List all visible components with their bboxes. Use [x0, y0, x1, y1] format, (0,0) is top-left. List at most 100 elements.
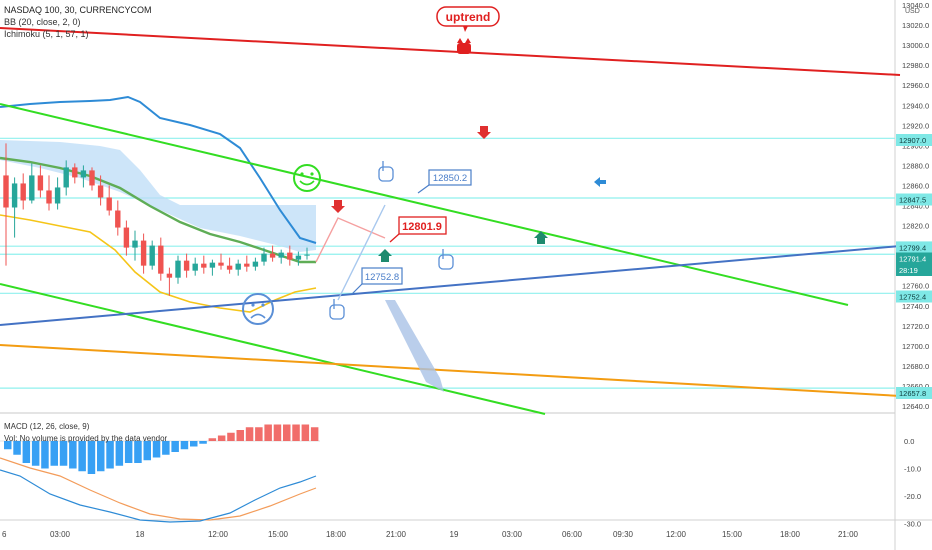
macd-histogram-bar	[283, 424, 291, 441]
candle-body	[20, 183, 26, 201]
candle-body	[106, 197, 112, 211]
price-tick-label: 13040.0	[902, 1, 929, 10]
drawings: uptrend 12850.2 12801.9 12752.8	[242, 6, 606, 392]
price-tick-label: 12820.0	[902, 222, 929, 231]
hand-pointer-icon	[438, 254, 454, 270]
macd-histogram-bar	[217, 435, 226, 441]
currency-label: USD	[905, 8, 920, 15]
time-tick-label: 15:00	[722, 530, 743, 539]
price-tick-label: 12920.0	[902, 121, 929, 130]
time-tick-label: 12:00	[208, 530, 229, 539]
candle-body	[226, 265, 233, 270]
time-tick-label: 03:00	[50, 530, 71, 539]
uptrend-note-text: uptrend	[446, 10, 491, 24]
macd-panel: 0.0 -10.0 -20.0 -30.0	[0, 424, 921, 529]
time-tick-label: 6	[2, 530, 7, 539]
candle-body	[140, 240, 147, 266]
price-tick-label: 12840.0	[902, 202, 929, 211]
macd-histogram-bar	[171, 441, 179, 452]
up-arrow-marker	[534, 231, 548, 244]
green-upper-channel	[0, 103, 849, 306]
macd-histogram-bar	[41, 441, 49, 469]
candle-body	[166, 273, 173, 278]
candle-body	[97, 185, 104, 198]
time-tick-label: 21:00	[386, 530, 407, 539]
ichimoku-legend: Ichimoku (5, 1, 57, 1)	[4, 29, 89, 39]
macd-histogram-bar	[227, 432, 235, 441]
macd-histogram-bar	[50, 441, 58, 466]
candle-body	[54, 187, 61, 204]
candle-body	[209, 262, 216, 268]
candle-body	[278, 252, 284, 258]
price-tick-label: 13000.0	[902, 41, 929, 50]
macd-histogram-bar	[245, 427, 254, 441]
candle-body	[218, 262, 224, 266]
candle-body	[115, 210, 121, 228]
candle-body	[244, 263, 250, 267]
time-tick-label: 03:00	[502, 530, 523, 539]
price-tick-label: 12720.0	[902, 322, 929, 331]
price-note-pointer	[389, 233, 400, 243]
price-tag-text: 28:19	[899, 266, 918, 275]
price-axis: 13040.0 13020.0 13000.0 12980.0 12960.0 12940…	[902, 1, 929, 411]
price-tick-label: 12680.0	[902, 362, 929, 371]
blue-trend-line	[0, 245, 901, 326]
price-tag-text: 12752.4	[899, 293, 926, 302]
candle-body	[149, 245, 155, 266]
price-tick-label: 12660.0	[902, 382, 929, 391]
price-tag-bg	[896, 252, 932, 265]
macd-histogram-bar	[106, 441, 114, 469]
macd-tick-label: 0.0	[904, 437, 914, 446]
time-tick-label: 18:00	[326, 530, 347, 539]
candle-body	[46, 190, 52, 204]
macd-histogram-bar	[87, 441, 96, 474]
candle-body	[123, 227, 130, 248]
sad-face-mouth	[250, 313, 266, 319]
ichimoku-cloud	[0, 140, 316, 252]
sad-face-eye	[261, 303, 265, 307]
volume-note: Vol: No volume is provided by the data v…	[4, 434, 168, 443]
time-tick-label: 18	[136, 530, 145, 539]
macd-histogram-bar	[199, 441, 207, 444]
price-tag-text: 12791.4	[899, 255, 926, 264]
macd-histogram-bar	[124, 441, 133, 463]
macd-histogram-bar	[59, 441, 68, 466]
left-arrow-marker	[594, 177, 606, 187]
macd-histogram-bar	[208, 438, 217, 441]
happy-face-icon	[293, 164, 321, 192]
sad-face-eye	[251, 303, 255, 307]
macd-histogram-bar	[273, 424, 282, 441]
macd-histogram-bar	[255, 427, 263, 441]
price-tag-bg	[896, 387, 932, 399]
candle-body	[201, 263, 207, 268]
price-note-pointer	[417, 184, 430, 194]
orange-trend-line	[0, 344, 901, 397]
macd-histogram-bar	[134, 441, 142, 463]
time-tick-label: 12:00	[666, 530, 687, 539]
symbol-title: NASDAQ 100, 30, CURRENCYCOM	[4, 5, 152, 15]
macd-signal-line	[0, 457, 317, 521]
time-tick-label: 15:00	[268, 530, 289, 539]
uptrend-note-pointer	[463, 26, 468, 32]
time-tick-label: 19	[450, 530, 459, 539]
macd-histogram-bar	[31, 441, 40, 466]
bb-legend: BB (20, close, 2, 0)	[4, 17, 81, 27]
candle-body	[11, 183, 18, 208]
red-trend-line	[0, 27, 901, 76]
down-arrow-marker	[331, 200, 345, 213]
price-note-text-red: 12801.9	[402, 221, 442, 233]
price-tick-label: 12880.0	[902, 161, 929, 170]
time-axis: 6 03:00 18 12:00 15:00 18:00 21:00 19 03:00 06:00…	[2, 530, 859, 539]
macd-histogram-bar	[152, 441, 161, 458]
candle-body	[287, 252, 293, 260]
price-note-text: 12850.2	[433, 173, 467, 184]
candle-body	[80, 170, 87, 178]
candles	[3, 143, 310, 296]
price-tag-bg	[896, 264, 932, 276]
up-arrow-marker	[378, 249, 392, 262]
candle-body	[295, 255, 302, 260]
candle-body	[192, 263, 198, 271]
price-tag-bg	[896, 193, 932, 206]
